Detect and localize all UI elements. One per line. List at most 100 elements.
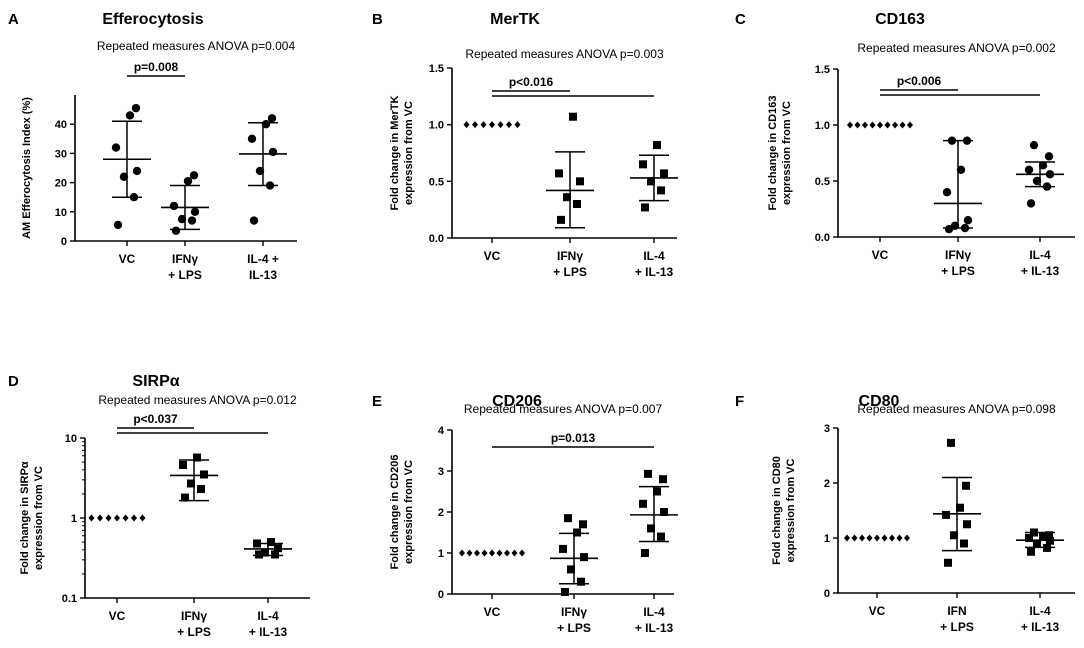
data-point [268, 147, 278, 157]
panel-b: B MerTK Repeated measures ANOVA p=0.003 Fol… [372, 11, 678, 279]
x-category-label: + LPS [941, 264, 975, 278]
x-category-label: + LPS [177, 625, 211, 639]
data-point [489, 549, 495, 557]
data-point [559, 544, 567, 553]
data-point [1032, 176, 1042, 186]
y-tick-label: 10 [55, 207, 67, 219]
panel-d: D SIRPα Repeated measures ANOVA p=0.012 Fol… [8, 373, 310, 639]
panel-label-a: A [8, 11, 19, 28]
data-point [265, 181, 275, 190]
data-point [122, 514, 129, 522]
data-point [644, 469, 652, 478]
data-point [892, 121, 898, 129]
x-category-label: IL-4 [1029, 248, 1051, 262]
data-point [657, 186, 665, 195]
data-point [171, 226, 181, 235]
data-point [579, 520, 587, 529]
data-point [577, 577, 585, 586]
x-category-label: VC [484, 605, 501, 619]
data-point [647, 177, 655, 186]
data-point [1044, 152, 1054, 161]
y-tick-label: 0.0 [429, 233, 444, 245]
significance-label: p<0.037 [133, 412, 178, 426]
data-point [489, 121, 495, 129]
chart-title-e: CD206 [492, 393, 542, 410]
y-tick-label: 40 [55, 119, 67, 131]
data-point [947, 438, 955, 447]
data-point [555, 169, 563, 178]
data-point [181, 493, 189, 502]
data-point [1027, 547, 1035, 556]
chart-subtitle-e: Repeated measures ANOVA p=0.007 [464, 402, 663, 416]
data-point [563, 193, 571, 202]
data-point [641, 203, 649, 212]
data-point [267, 114, 277, 123]
x-category-label: IL-4 [643, 605, 665, 619]
data-point [514, 121, 521, 129]
x-category-label: IL-4 [643, 249, 665, 263]
data-point [866, 534, 873, 542]
data-point [851, 534, 858, 542]
data-point [480, 121, 487, 129]
data-point [647, 524, 655, 533]
data-point [569, 112, 577, 121]
y-tick-label: 0.0 [815, 232, 830, 244]
chart-title-c: CD163 [875, 11, 925, 28]
y-axis-label-f-1: Fold change in CD80 [771, 456, 783, 565]
data-point [877, 121, 883, 129]
data-point [639, 499, 647, 508]
y-tick-label: 1 [71, 513, 77, 525]
y-tick-label: 10 [65, 433, 77, 445]
chart-title-b: MerTK [490, 11, 540, 28]
data-point [904, 534, 910, 542]
data-point [183, 176, 193, 186]
data-point [963, 216, 973, 225]
data-point [255, 166, 265, 176]
y-axis-label-f-2: expression from VC [785, 458, 797, 562]
data-point [960, 223, 970, 233]
data-point [139, 514, 146, 522]
data-point [88, 514, 95, 522]
data-point [1038, 161, 1048, 170]
data-point [947, 136, 957, 145]
chart-subtitle-c: Repeated measures ANOVA p=0.002 [857, 41, 1056, 55]
data-point [1043, 543, 1051, 552]
data-point [113, 220, 123, 230]
data-point [97, 514, 103, 522]
data-point [573, 528, 581, 537]
data-point [519, 549, 525, 557]
data-point [132, 166, 142, 176]
data-point [1042, 182, 1052, 191]
y-tick-label: 3 [824, 423, 830, 435]
y-axis-label-d-1: Fold change in SIRPα [19, 461, 31, 574]
y-tick-label: 0 [61, 236, 67, 248]
chart-subtitle-b: Repeated measures ANOVA p=0.003 [465, 47, 664, 61]
x-category-label: IFNγ [172, 252, 198, 266]
data-point [1025, 534, 1033, 542]
y-tick-label: 0.1 [62, 593, 77, 605]
data-point [1046, 536, 1054, 545]
x-category-label: VC [484, 249, 501, 263]
data-point [169, 201, 179, 211]
data-point [659, 475, 667, 484]
data-point [187, 479, 195, 488]
y-axis-label-e-1: Fold change in CD206 [389, 455, 401, 570]
x-category-label: IFN [947, 604, 966, 618]
data-point [844, 534, 850, 542]
data-point [956, 165, 966, 174]
y-axis-label-c-2: expression from VC [781, 101, 793, 205]
chart-subtitle-f: Repeated measures ANOVA p=0.098 [857, 402, 1056, 416]
data-point [463, 121, 470, 129]
x-category-label: + LPS [557, 621, 591, 635]
chart-title-f: CD80 [859, 393, 900, 410]
y-tick-label: 1.5 [815, 64, 830, 76]
x-category-label: + IL-13 [635, 265, 674, 279]
significance-label: p<0.016 [509, 75, 554, 89]
y-tick-label: 2 [438, 507, 444, 519]
data-point [1024, 165, 1034, 174]
x-category-label: + LPS [940, 620, 974, 634]
x-category-label: IFNγ [945, 248, 971, 262]
data-point [1026, 199, 1036, 208]
x-category-label: IL-13 [249, 268, 277, 282]
